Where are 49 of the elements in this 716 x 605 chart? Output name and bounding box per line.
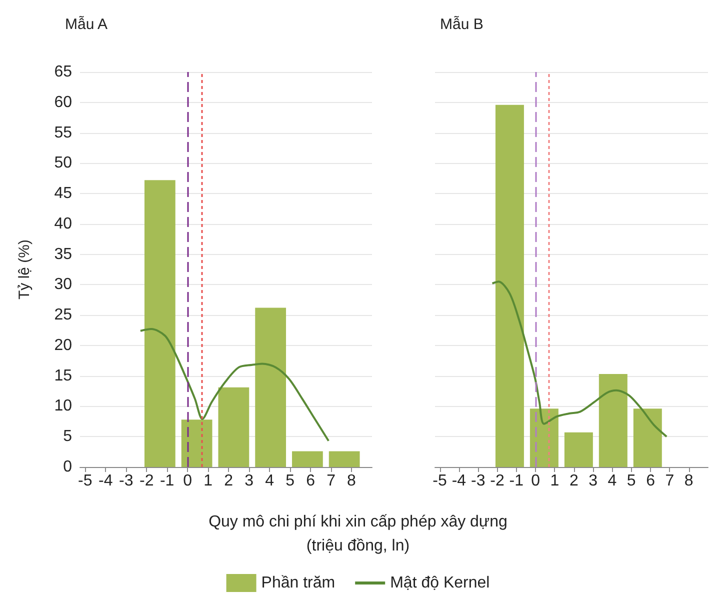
x-tick-label: 7 xyxy=(326,472,336,490)
y-tick-label: 65 xyxy=(54,64,72,80)
x-tick-label: 2 xyxy=(569,472,578,490)
x-tick-label: 1 xyxy=(550,472,560,490)
y-tick-label: 10 xyxy=(54,398,72,415)
x-tick-label: -4 xyxy=(452,472,466,490)
y-tick-label: 40 xyxy=(54,215,72,232)
chart-title: Mẫu A xyxy=(65,16,108,33)
x-tick-label: 0 xyxy=(183,472,192,490)
x-tick-label: -2 xyxy=(490,472,504,490)
x-tick-label: 3 xyxy=(244,472,254,490)
y-tick-label: 25 xyxy=(54,306,72,324)
x-tick-label: -4 xyxy=(98,472,113,490)
y-tick-label: 0 xyxy=(63,458,72,476)
legend-label: Phần trăm xyxy=(261,574,336,592)
x-tick-label: 6 xyxy=(646,472,656,490)
x-tick-label: -3 xyxy=(118,472,134,490)
x-tick-label: 5 xyxy=(626,472,636,490)
legend-label: Mật độ Kernel xyxy=(390,574,490,592)
x-tick-label: 0 xyxy=(531,472,540,490)
x-tick-label: -5 xyxy=(78,472,92,490)
y-tick-label: 50 xyxy=(54,154,72,172)
line-series xyxy=(139,328,330,442)
x-tick-label: 6 xyxy=(306,472,316,490)
x-tick-label: -1 xyxy=(160,472,174,490)
x-tick-label: 5 xyxy=(286,472,295,490)
y-tick-label: 35 xyxy=(54,246,72,263)
x-tick-label: -3 xyxy=(470,472,486,490)
x-tick-label: 1 xyxy=(204,472,213,490)
y-tick-label: 5 xyxy=(63,428,72,446)
x-tick-label: 2 xyxy=(224,472,234,490)
x-tick-label: 8 xyxy=(684,472,694,490)
chart-title: Mẫu B xyxy=(440,16,484,33)
x-tick-label: -1 xyxy=(509,472,524,490)
y-axis-title: Tỷ lệ (%) xyxy=(16,239,33,300)
x-tick-label: 4 xyxy=(608,472,617,490)
y-tick-label: 15 xyxy=(54,367,72,384)
x-tick-label: 4 xyxy=(265,472,274,490)
y-tick-label: 30 xyxy=(54,276,72,294)
x-tick-label: 7 xyxy=(665,472,674,490)
x-tick-label: -2 xyxy=(139,472,154,490)
y-tick-label: 45 xyxy=(54,185,72,202)
x-axis-title: Quy mô chi phí khi xin cấp phép xây dựng (triệu đồng, ln) xyxy=(208,514,508,554)
y-tick-label: 20 xyxy=(54,336,72,354)
y-tick-label: 60 xyxy=(54,94,72,111)
x-tick-label: 3 xyxy=(588,472,598,490)
x-tick-label: 8 xyxy=(347,472,356,490)
y-tick-label: 55 xyxy=(54,124,72,142)
x-tick-label: -5 xyxy=(432,472,447,490)
